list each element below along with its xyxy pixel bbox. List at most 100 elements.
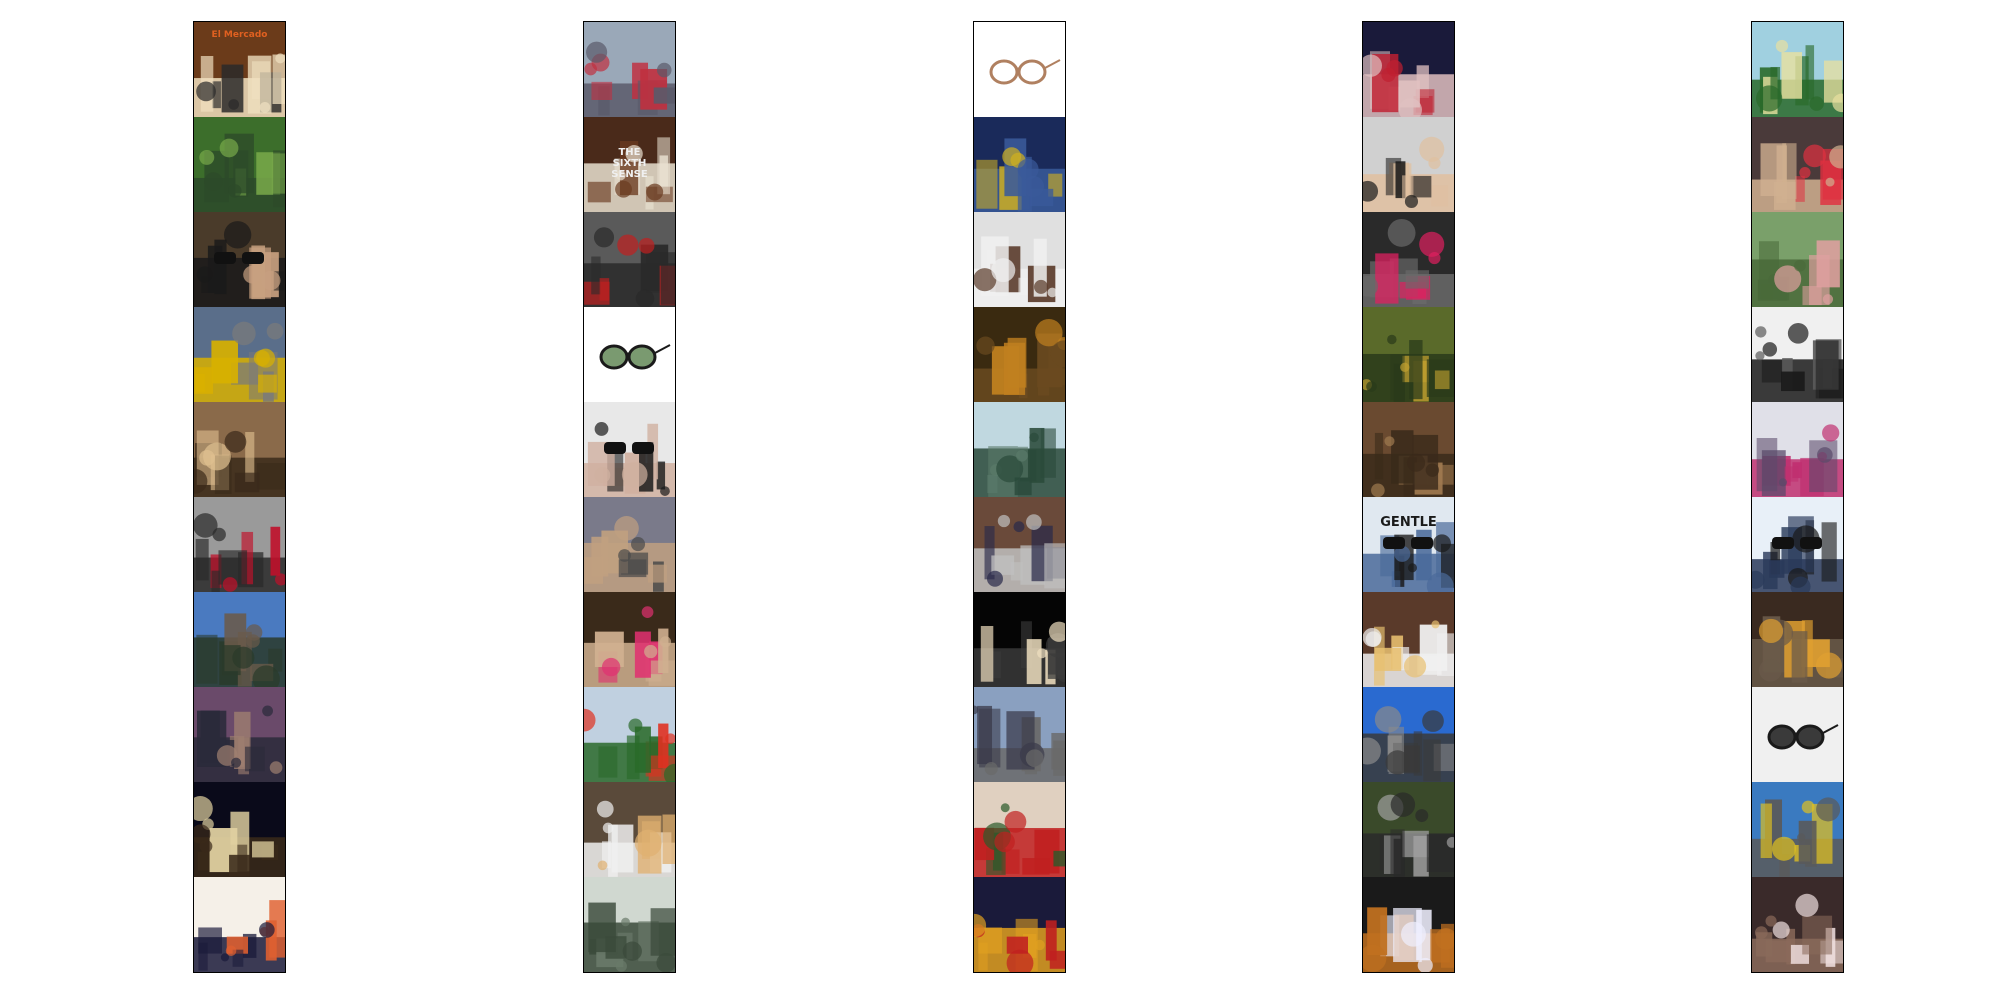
- image-column-4: GENTLE: [1362, 21, 1455, 973]
- photo-portrait-woman: [1363, 117, 1454, 212]
- image-tile: [584, 22, 675, 117]
- photo-marathon-street: [584, 497, 675, 592]
- photo-garden: [194, 117, 285, 212]
- photo-christmas-tree: [974, 782, 1065, 877]
- image-tile: [1363, 402, 1454, 497]
- photo-glasses-product: [974, 22, 1065, 117]
- image-tile: [584, 402, 675, 497]
- image-tile: [584, 307, 675, 402]
- image-column-1: El Mercado: [193, 21, 286, 973]
- image-tile: [584, 212, 675, 307]
- image-tile: [974, 117, 1065, 212]
- image-tile: [1363, 687, 1454, 782]
- photo-street-kids: [194, 687, 285, 782]
- image-tile: [1363, 877, 1454, 972]
- image-tile: [1752, 687, 1843, 782]
- image-tile: [1752, 592, 1843, 687]
- photo-bw-skyline: [1752, 307, 1843, 402]
- photo-night-tower: [194, 782, 285, 877]
- photo-portrait-sunglasses: [584, 402, 675, 497]
- image-tile: [1752, 402, 1843, 497]
- image-tile: [1363, 307, 1454, 402]
- photo-sunglasses-display: [1752, 497, 1843, 592]
- image-tile: [1752, 877, 1843, 972]
- photo-concert-stage: [1752, 877, 1843, 972]
- photo-blue-sky-street: [1363, 687, 1454, 782]
- photo-beer: [1752, 592, 1843, 687]
- photo-drink: [584, 782, 675, 877]
- image-tile: [1752, 782, 1843, 877]
- image-tile: [584, 497, 675, 592]
- photo-festival-crowd: [1363, 212, 1454, 307]
- photo-city-sky: [194, 592, 285, 687]
- photo-autumn-park: [1363, 307, 1454, 402]
- photo-pie: [1363, 592, 1454, 687]
- image-column-3: [973, 21, 1066, 973]
- photo-woman-field: [1752, 212, 1843, 307]
- image-tile: [1363, 22, 1454, 117]
- image-tile: [974, 212, 1065, 307]
- image-tile: THE SIXTH SENSE: [584, 117, 675, 212]
- image-tile: [584, 687, 675, 782]
- image-tile: [974, 687, 1065, 782]
- image-tile: [584, 782, 675, 877]
- image-tile: [974, 402, 1065, 497]
- photo-times-square: [584, 22, 675, 117]
- image-column-2: THE SIXTH SENSE: [583, 21, 676, 973]
- photo-sixth-sense: [584, 117, 675, 212]
- image-tile: [1363, 117, 1454, 212]
- image-column-5: [1751, 21, 1844, 973]
- image-tile: [1752, 497, 1843, 592]
- image-tile: [974, 877, 1065, 972]
- image-tile: [1363, 592, 1454, 687]
- image-tile: [1752, 307, 1843, 402]
- photo-poster-orange: [194, 877, 285, 972]
- photo-pier: [584, 877, 675, 972]
- image-tile: [1752, 117, 1843, 212]
- image-tile: [584, 877, 675, 972]
- image-tile: [194, 117, 285, 212]
- image-tile: El Mercado: [194, 22, 285, 117]
- photo-street-light-night: [1363, 877, 1454, 972]
- photo-concert: [974, 592, 1065, 687]
- image-tile: [1363, 212, 1454, 307]
- image-tile: [1752, 212, 1843, 307]
- photo-sunglasses-people: [194, 212, 285, 307]
- image-tile: [194, 212, 285, 307]
- photo-statue: [974, 402, 1065, 497]
- photo-crowd-street: [974, 497, 1065, 592]
- photo-avenue: [974, 687, 1065, 782]
- image-tile: [1363, 782, 1454, 877]
- image-tile: [194, 402, 285, 497]
- photo-red-jacket: [584, 687, 675, 782]
- photo-park-building: [1363, 782, 1454, 877]
- image-tile: [974, 497, 1065, 592]
- photo-marathon: [584, 212, 675, 307]
- photo-pink-group: [584, 592, 675, 687]
- image-tile: [974, 592, 1065, 687]
- photo-street-shop: [194, 22, 285, 117]
- photo-women-counter: [974, 212, 1065, 307]
- image-tile: [1752, 22, 1843, 117]
- photo-times-square-night: [974, 877, 1065, 972]
- photo-carved-door: [1363, 402, 1454, 497]
- image-tile: [974, 782, 1065, 877]
- photo-selfie-pair: [1752, 117, 1843, 212]
- photo-red-box: [194, 497, 285, 592]
- photo-cathedral-street: [194, 307, 285, 402]
- photo-crowd-night: [1363, 22, 1454, 117]
- photo-sunglasses-grey: [1752, 687, 1843, 782]
- photo-guitar-player: [1752, 402, 1843, 497]
- image-tile: [194, 497, 285, 592]
- image-tile: [974, 22, 1065, 117]
- image-tile: [194, 877, 285, 972]
- image-tile: [194, 592, 285, 687]
- photo-sunglasses-product: [584, 307, 675, 402]
- image-tile: [194, 307, 285, 402]
- image-tile: [194, 782, 285, 877]
- photo-selfie-woman: [194, 402, 285, 497]
- image-tile: GENTLE: [1363, 497, 1454, 592]
- photo-market-stall: [974, 117, 1065, 212]
- photo-map-illustration: [1752, 22, 1843, 117]
- photo-alley-night: [974, 307, 1065, 402]
